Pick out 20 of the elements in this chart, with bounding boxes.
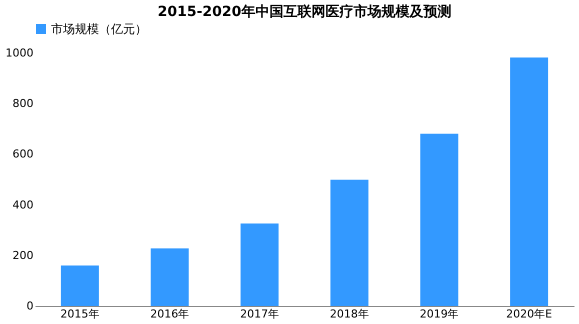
x-tick-label: 2019年: [420, 308, 459, 320]
y-tick-label: 800: [12, 97, 34, 110]
y-tick-label: 600: [12, 148, 34, 161]
y-tick-label: 200: [12, 248, 34, 262]
x-tick-label: 2016年: [150, 308, 190, 320]
legend-label: 市场规模（亿元）: [51, 22, 147, 36]
x-tick-label: 2015年: [60, 308, 100, 320]
y-tick-label: 400: [12, 198, 34, 212]
x-tick-label: 2017年: [240, 308, 280, 320]
bar: [240, 224, 279, 306]
x-tick-label: 2018年: [330, 308, 369, 320]
bar: [150, 248, 189, 306]
y-tick-label: 1000: [6, 46, 34, 60]
y-tick-label: 0: [26, 300, 34, 312]
bar: [420, 134, 458, 306]
chart-title: 2015-2020年中国互联网医疗市场规模及预测: [158, 3, 452, 20]
bar: [330, 180, 368, 306]
bar: [60, 266, 99, 306]
bar: [510, 58, 548, 306]
x-tick-label: 2020年E: [506, 308, 552, 320]
